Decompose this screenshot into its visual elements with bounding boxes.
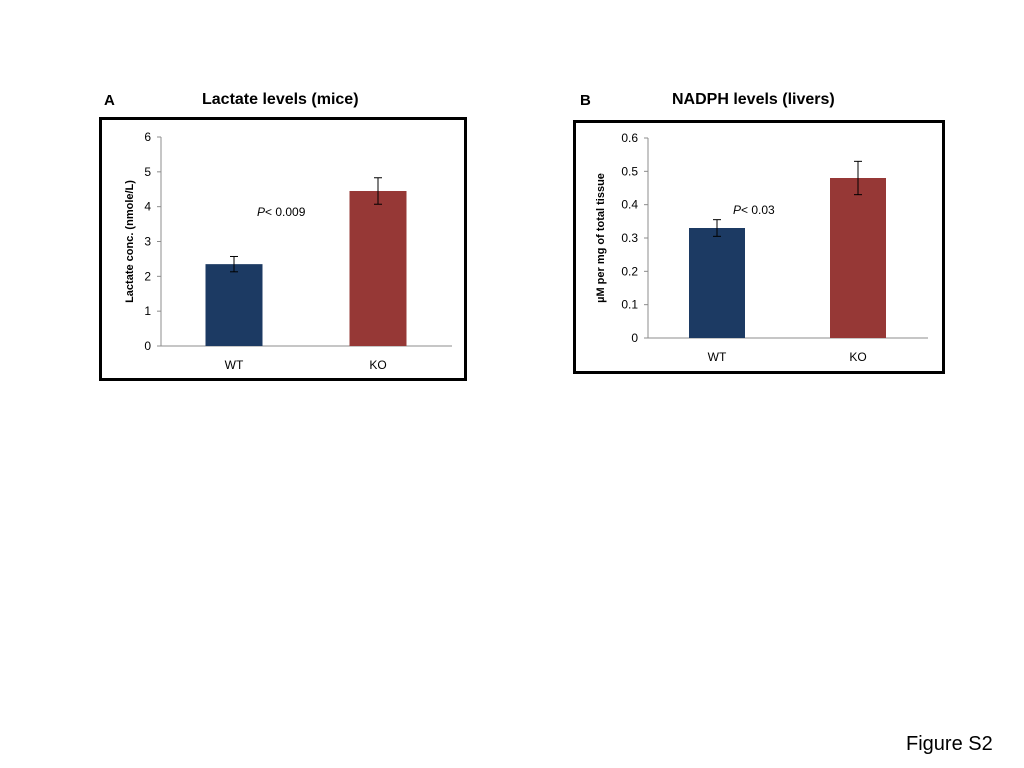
y-tick-label: 0.2 xyxy=(621,264,638,278)
p-value-symbol: P xyxy=(733,203,741,217)
y-tick-label: 0 xyxy=(144,339,151,353)
y-tick-label: 1 xyxy=(144,304,151,318)
y-tick-label: 2 xyxy=(144,269,151,283)
y-tick-label: 0.5 xyxy=(621,164,638,178)
chart-b-frame: 0 0.1 0.2 0.3 0.4 0.5 0.6 µM per mg of total ti… xyxy=(573,120,945,374)
y-tick-label: 0.3 xyxy=(621,231,638,245)
chart-b: 0 0.1 0.2 0.3 0.4 0.5 0.6 µM per mg of total ti… xyxy=(595,131,928,364)
y-tick-label: 5 xyxy=(144,165,151,179)
p-value-annotation: P< 0.009 xyxy=(257,205,306,219)
category-label: KO xyxy=(369,358,386,372)
y-tick-label: 0.1 xyxy=(621,298,638,312)
y-tick-label: 0.6 xyxy=(621,131,638,145)
y-tick-label: 0 xyxy=(631,331,638,345)
category-label: WT xyxy=(708,350,727,364)
chart-a-frame: 0 1 2 3 4 5 6 Lactate conc. (nmole/L) WT KO P< 0.0… xyxy=(99,117,467,381)
bar-wt xyxy=(205,264,263,346)
bar-wt xyxy=(689,228,745,338)
y-tick-label: 0.4 xyxy=(621,198,638,212)
panel-a-letter: A xyxy=(104,92,115,109)
y-tick-label: 3 xyxy=(144,235,151,249)
p-value-text: < 0.03 xyxy=(741,203,775,217)
panel-b-title: NADPH levels (livers) xyxy=(672,91,835,108)
y-tick-label: 4 xyxy=(144,200,151,214)
chart-a: 0 1 2 3 4 5 6 Lactate conc. (nmole/L) WT KO P< 0.0… xyxy=(124,130,452,372)
p-value-text: < 0.009 xyxy=(265,205,306,219)
figure-label: Figure S2 xyxy=(906,733,993,755)
panel-b-letter: B xyxy=(580,92,591,109)
bar-ko xyxy=(349,190,407,346)
y-axis-label: Lactate conc. (nmole/L) xyxy=(124,180,136,303)
panel-a-title: Lactate levels (mice) xyxy=(202,91,359,108)
y-tick-label: 6 xyxy=(144,130,151,144)
category-label: WT xyxy=(225,358,244,372)
p-value-symbol: P xyxy=(257,205,265,219)
p-value-annotation: P< 0.03 xyxy=(733,203,775,217)
category-label: KO xyxy=(849,350,866,364)
bar-ko xyxy=(830,178,886,338)
y-axis-label: µM per mg of total tissue xyxy=(595,173,607,303)
